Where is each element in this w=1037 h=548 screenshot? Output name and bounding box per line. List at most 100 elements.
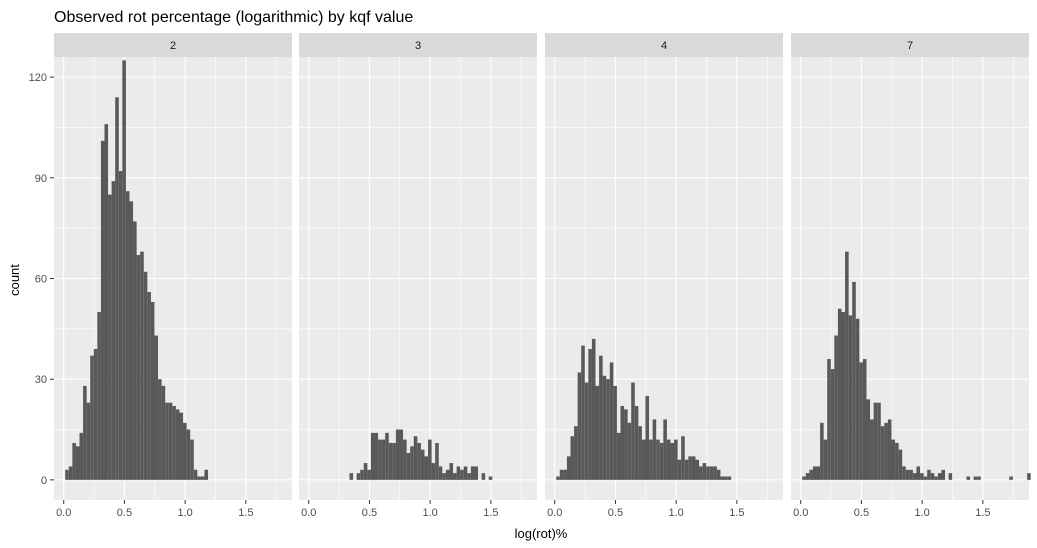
histogram-bar: [691, 456, 696, 480]
histogram-bar: [837, 308, 842, 480]
facet-strip: [299, 33, 537, 57]
histogram-bar: [716, 469, 721, 480]
histogram-bar: [143, 271, 148, 480]
histogram-bar: [356, 473, 361, 480]
histogram-bar: [584, 382, 589, 480]
histogram-bar: [873, 402, 878, 480]
x-tick-label: 1.0: [668, 507, 683, 519]
histogram-bar: [866, 399, 871, 480]
histogram-bar: [186, 429, 191, 480]
histogram-bar: [65, 469, 69, 480]
histogram-bar: [695, 459, 700, 480]
histogram-bar: [659, 442, 664, 480]
histogram-bar: [79, 432, 84, 480]
histogram-bar: [852, 281, 856, 480]
histogram-bar: [912, 473, 917, 480]
histogram-bar: [830, 369, 835, 480]
y-tick-label: 30: [35, 374, 47, 386]
histogram-bar: [820, 422, 824, 480]
histogram-bar: [709, 466, 714, 480]
histogram-bar: [449, 463, 454, 480]
x-tick-label: 1.5: [975, 507, 990, 519]
histogram-bar: [442, 473, 446, 480]
x-tick-label: 0.0: [56, 507, 71, 519]
facet-strip-label: 2: [170, 40, 176, 52]
histogram-bar: [378, 439, 382, 480]
histogram-bar: [613, 385, 617, 480]
histogram-bar: [898, 449, 903, 480]
histogram-bar: [570, 436, 575, 480]
x-axis-title: log(rot)%: [515, 526, 568, 541]
histogram-bar: [168, 402, 173, 480]
x-tick-label: 0.0: [301, 507, 316, 519]
histogram-bar: [406, 453, 411, 480]
x-tick-label: 0.5: [362, 507, 377, 519]
x-tick-label: 0.0: [547, 507, 562, 519]
histogram-bar: [161, 385, 166, 480]
histogram-bar: [158, 379, 162, 480]
histogram-bar: [183, 422, 187, 480]
histogram-bar: [834, 335, 838, 480]
histogram-bar: [111, 181, 116, 480]
histogram-bar: [403, 439, 407, 480]
histogram-bar: [83, 385, 87, 480]
histogram-bar: [724, 476, 728, 480]
histogram-bar: [720, 476, 725, 480]
histogram-bar: [556, 476, 560, 480]
histogram-bar: [948, 473, 953, 480]
histogram-bar: [385, 432, 389, 480]
facet-panel-7: 7 0.0 0.5 1.0 1.5: [791, 33, 1031, 519]
histogram-bar: [125, 191, 130, 480]
histogram-bar: [606, 379, 610, 480]
histogram-bar: [133, 221, 137, 480]
histogram-bar: [136, 255, 141, 480]
histogram-bar: [104, 124, 109, 480]
histogram-bar: [190, 439, 194, 480]
x-tick-label: 1.0: [422, 507, 437, 519]
histogram-bar: [823, 439, 828, 480]
x-tick-label: 1.5: [729, 507, 744, 519]
histogram-bar: [115, 97, 119, 480]
histogram-bar: [204, 469, 209, 480]
histogram-bar: [627, 422, 632, 480]
histogram-bar: [699, 466, 703, 480]
histogram-bar: [802, 476, 806, 480]
histogram-bar: [172, 406, 176, 480]
histogram-bar: [827, 359, 831, 480]
facet-strip-label: 3: [415, 40, 421, 52]
histogram-bar: [410, 446, 414, 480]
histogram-bar: [666, 439, 671, 480]
facet-panel-3: 3 0.0 0.5 1.0 1.5: [299, 33, 537, 519]
histogram-bar: [93, 348, 98, 480]
facet-strip: [791, 33, 1029, 57]
histogram-bar: [381, 439, 386, 480]
histogram-bar: [438, 466, 443, 480]
histogram-bar: [129, 201, 134, 480]
histogram-bar: [652, 419, 657, 480]
histogram-bar: [684, 459, 689, 480]
histogram-bar: [147, 291, 151, 480]
histogram-bar: [363, 463, 368, 480]
histogram-bar: [420, 449, 425, 480]
histogram-bar: [923, 476, 928, 480]
facet-strip-label: 4: [661, 40, 667, 52]
histogram-bar: [435, 442, 439, 480]
histogram-bar: [574, 426, 578, 480]
y-tick-label: 60: [35, 274, 47, 286]
histogram-bar: [140, 251, 144, 480]
histogram-bar: [934, 476, 938, 480]
histogram-bar: [392, 442, 396, 480]
facet-strip-label: 7: [907, 40, 913, 52]
y-axis: 0 30 60 90 120: [29, 72, 54, 487]
histogram-bar: [399, 429, 404, 480]
histogram-bar: [966, 476, 971, 480]
histogram-bar: [805, 473, 810, 480]
histogram-bar: [862, 359, 867, 480]
histogram-bar: [688, 456, 692, 480]
histogram-bar: [887, 419, 892, 480]
x-tick-label: 1.0: [914, 507, 929, 519]
histogram-bar: [641, 439, 646, 480]
x-tick-label: 1.5: [483, 507, 498, 519]
histogram-bar: [72, 442, 76, 480]
